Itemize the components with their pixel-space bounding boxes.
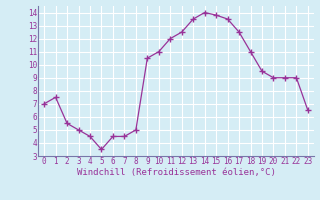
X-axis label: Windchill (Refroidissement éolien,°C): Windchill (Refroidissement éolien,°C)	[76, 168, 276, 177]
